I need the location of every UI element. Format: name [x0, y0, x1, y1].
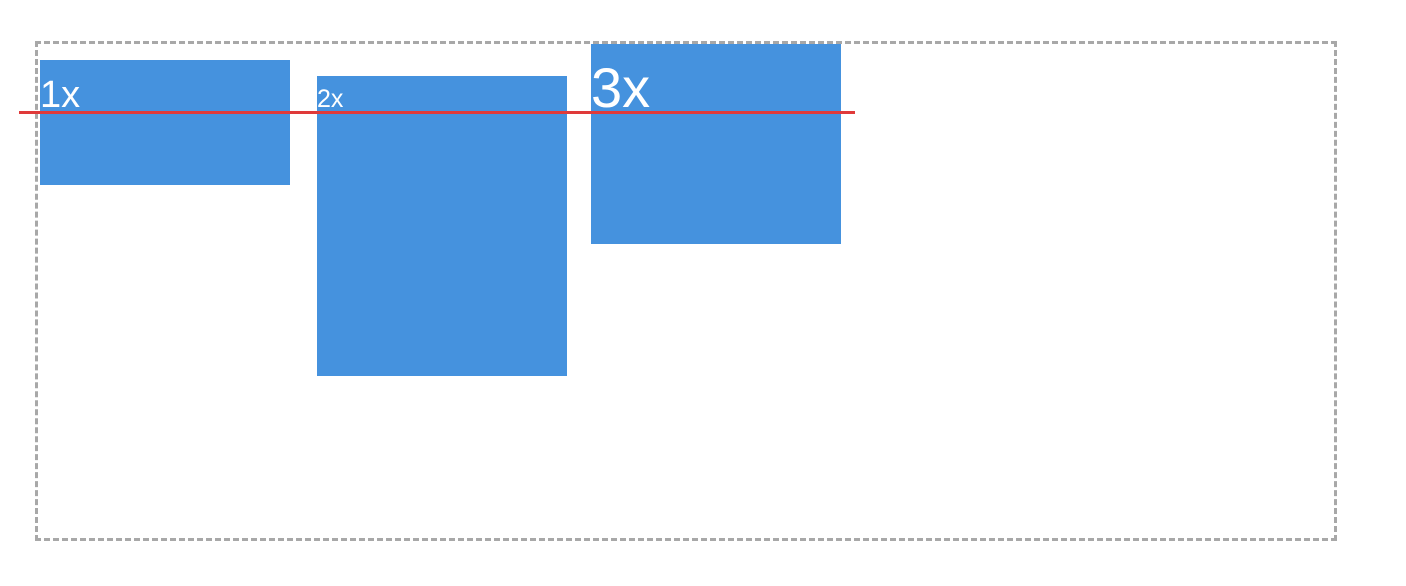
red-baseline-line — [19, 111, 855, 114]
box-2x: 2x — [317, 76, 567, 376]
box-2x-label: 2x — [317, 85, 344, 113]
dashed-container: 1x 2x 3x — [35, 41, 1337, 541]
box-3x: 3x — [591, 44, 841, 244]
box-1x-label: 1x — [40, 74, 81, 116]
box-3x-label: 3x — [591, 56, 651, 119]
box-1x: 1x — [40, 60, 290, 185]
